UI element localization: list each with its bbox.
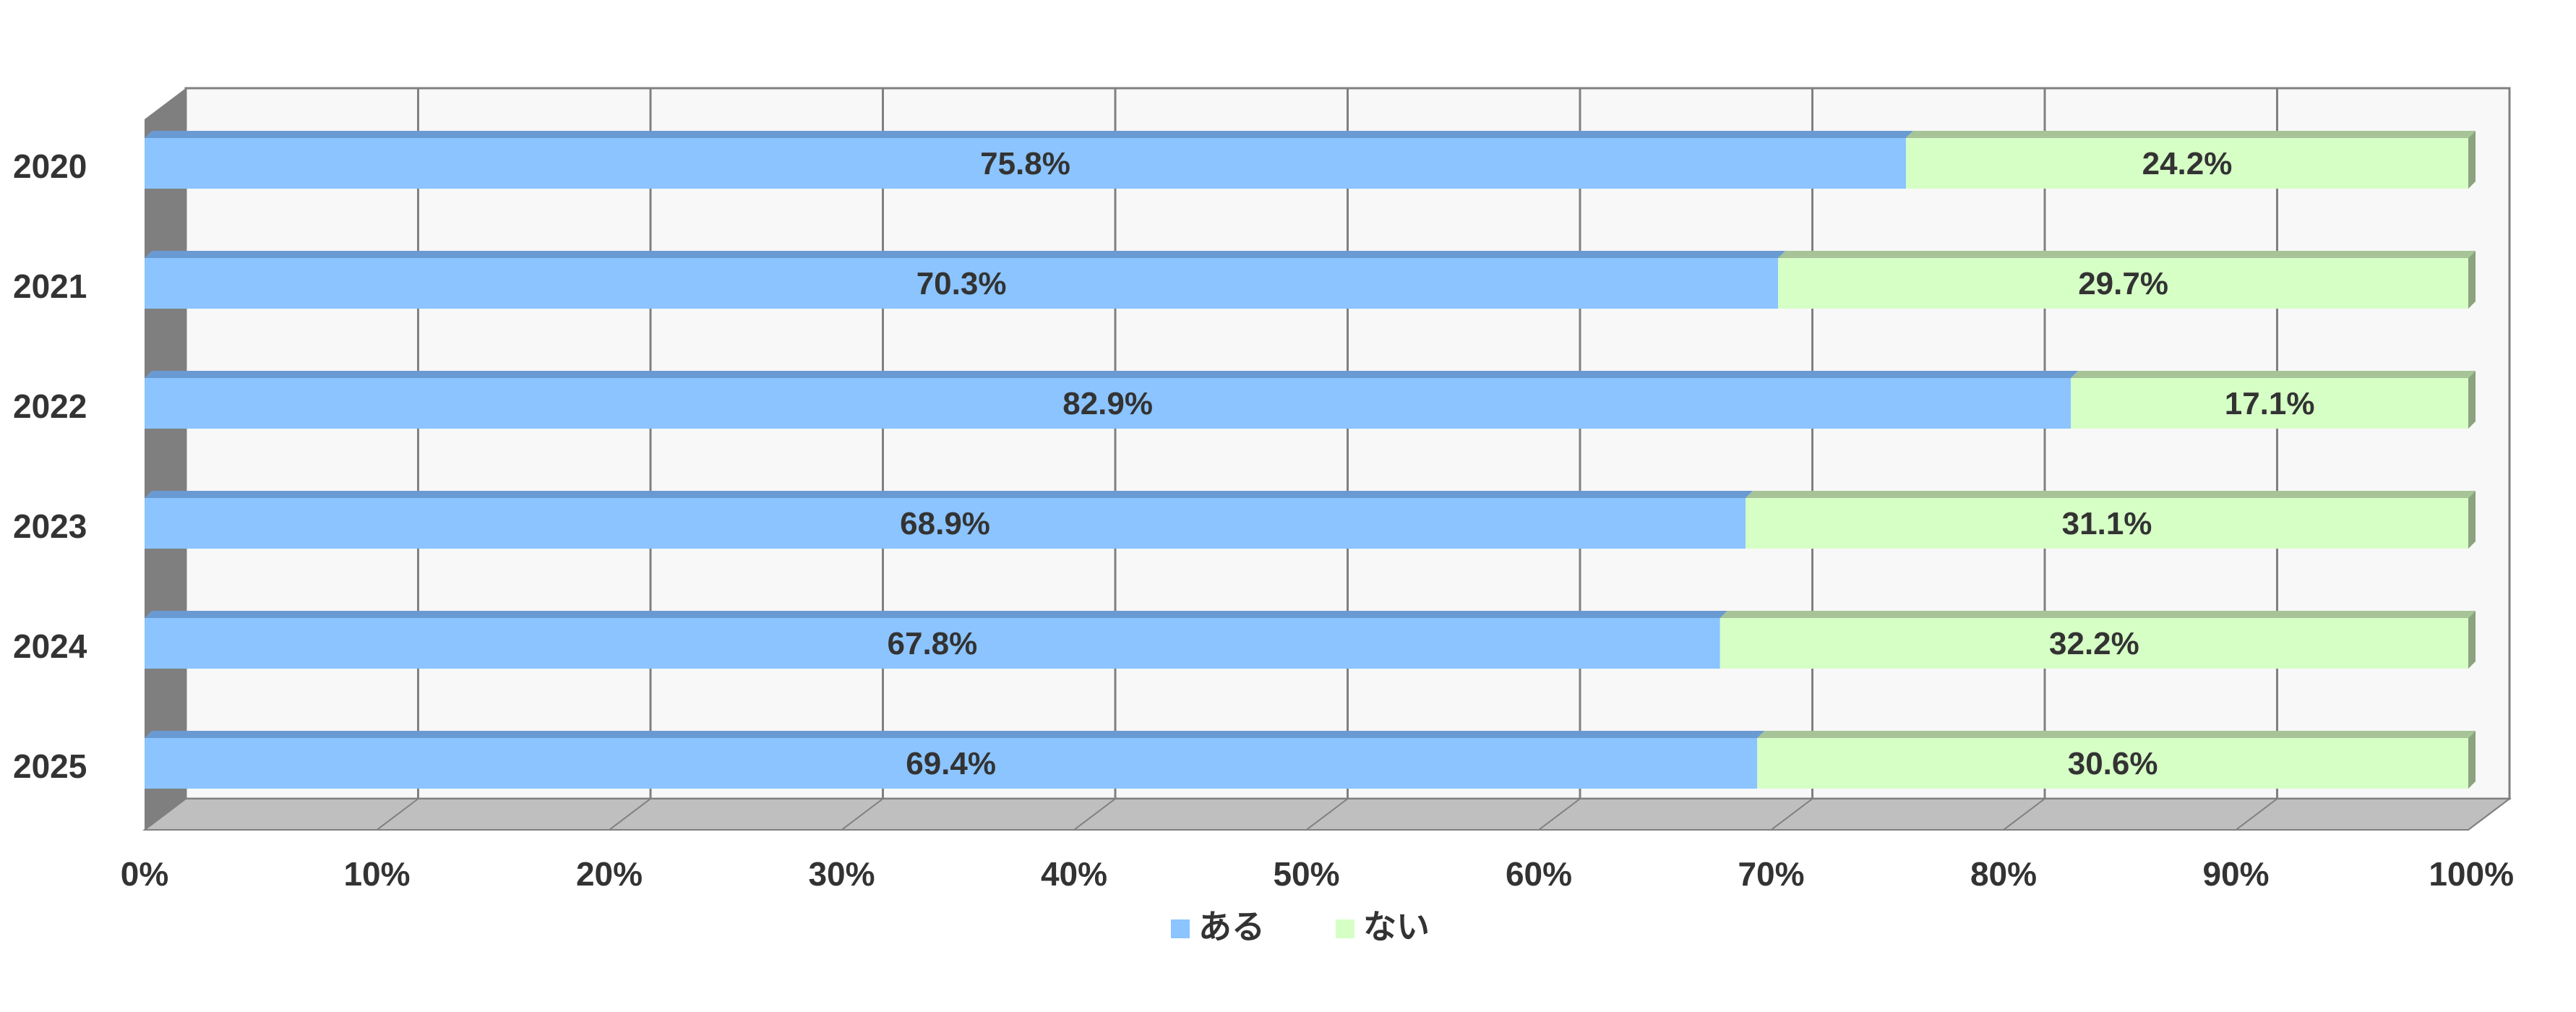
data-labels: 75.8% 24.2% 70.3% 29.7% 82.9% 17.1% 68.9% 31.1%… <box>888 146 2315 781</box>
y-tick-label: 2022 <box>13 387 87 425</box>
data-label-aru: 67.8% <box>888 626 978 661</box>
legend-label: ある <box>1198 908 1265 945</box>
data-label-nai: 24.2% <box>2142 146 2233 181</box>
data-label-nai: 30.6% <box>2068 746 2158 781</box>
legend: ある ない <box>1171 908 1430 945</box>
bar-top-nai <box>1720 611 2476 618</box>
floor-gridline <box>2003 798 2045 831</box>
plot-side-wall <box>145 88 186 830</box>
bar-nai <box>2071 378 2468 429</box>
floor-gridline <box>609 798 651 831</box>
bar-end-nai <box>2468 371 2476 429</box>
data-label-nai: 32.2% <box>2049 626 2139 661</box>
legend-swatch <box>1336 919 1354 938</box>
bar-top-aru <box>145 731 1765 738</box>
floor-gridline <box>2235 798 2278 831</box>
floor-gridline <box>1073 798 1116 831</box>
bar-top-aru <box>145 371 2079 378</box>
floor-gridline <box>144 798 186 831</box>
bar-top-nai <box>2071 371 2476 378</box>
x-tick-label: 70% <box>1738 855 1804 893</box>
floor-gridline <box>1305 798 1349 831</box>
legend-item-aru: ある <box>1171 908 1265 945</box>
bar-top-aru <box>145 491 1753 498</box>
data-label-aru: 75.8% <box>980 146 1070 181</box>
x-tick-label: 40% <box>1041 855 1107 893</box>
bars <box>145 131 2476 789</box>
bar-top-nai <box>1905 131 2476 138</box>
y-tick-label: 2020 <box>13 147 87 185</box>
y-tick-label: 2025 <box>13 747 87 785</box>
bar-nai <box>1746 498 2468 549</box>
bar-end-nai <box>2468 491 2476 549</box>
bar-aru <box>145 258 1779 309</box>
data-label-nai: 29.7% <box>2078 266 2168 301</box>
bar-end-nai <box>2468 131 2476 189</box>
x-tick-label: 0% <box>121 855 168 893</box>
x-tick-label: 10% <box>343 855 410 893</box>
x-tick-label: 80% <box>1970 855 2037 893</box>
bar-nai <box>1720 618 2468 669</box>
bar-top-aru <box>145 251 1786 258</box>
data-label-aru: 69.4% <box>906 746 996 781</box>
bar-nai <box>1905 138 2468 189</box>
bar-nai <box>1757 738 2468 789</box>
floor-gridline <box>2468 798 2510 831</box>
bar-end-nai <box>2468 611 2476 669</box>
bar-top-nai <box>1746 491 2476 498</box>
bar-nai <box>1778 258 2468 309</box>
bar-top-nai <box>1757 731 2476 738</box>
data-label-nai: 17.1% <box>2225 386 2315 421</box>
data-label-aru: 70.3% <box>916 266 1007 301</box>
y-tick-label: 2021 <box>13 267 87 305</box>
bar-aru <box>145 618 1720 669</box>
bar-top-aru <box>145 131 1913 138</box>
x-tick-label: 20% <box>576 855 643 893</box>
bar-top-aru <box>145 611 1727 618</box>
floor-gridline <box>1770 798 1813 831</box>
y-tick-label: 2023 <box>13 507 87 545</box>
floor-gridline <box>841 798 884 831</box>
legend-label: ない <box>1363 908 1430 945</box>
floor-gridline <box>376 798 419 831</box>
data-label-nai: 31.1% <box>2062 506 2152 541</box>
y-tick-label: 2024 <box>13 627 87 665</box>
x-tick-label: 50% <box>1273 855 1339 893</box>
data-label-aru: 68.9% <box>900 506 990 541</box>
legend-item-nai: ない <box>1336 908 1430 945</box>
data-label-aru: 82.9% <box>1062 386 1153 421</box>
x-tick-label: 30% <box>808 855 875 893</box>
gridlines <box>144 88 2510 831</box>
legend-swatch <box>1171 919 1190 938</box>
bar-end-nai <box>2468 251 2476 309</box>
y-axis: 2020 2021 2022 2023 2024 2025 <box>13 147 87 785</box>
bar-top-nai <box>1778 251 2476 258</box>
floor-gridline <box>1538 798 1581 831</box>
bar-end-nai <box>2468 731 2476 789</box>
x-tick-label: 100% <box>2429 855 2514 893</box>
bar-aru <box>145 138 1906 189</box>
bar-aru <box>145 498 1746 549</box>
x-tick-label: 60% <box>1506 855 1572 893</box>
x-tick-label: 90% <box>2202 855 2269 893</box>
x-axis: 0% 10% 20% 30% 40% 50% 60% 70% 80% 90% 100% <box>121 855 2514 893</box>
bar-aru <box>145 378 2071 429</box>
bar-aru <box>145 738 1758 789</box>
